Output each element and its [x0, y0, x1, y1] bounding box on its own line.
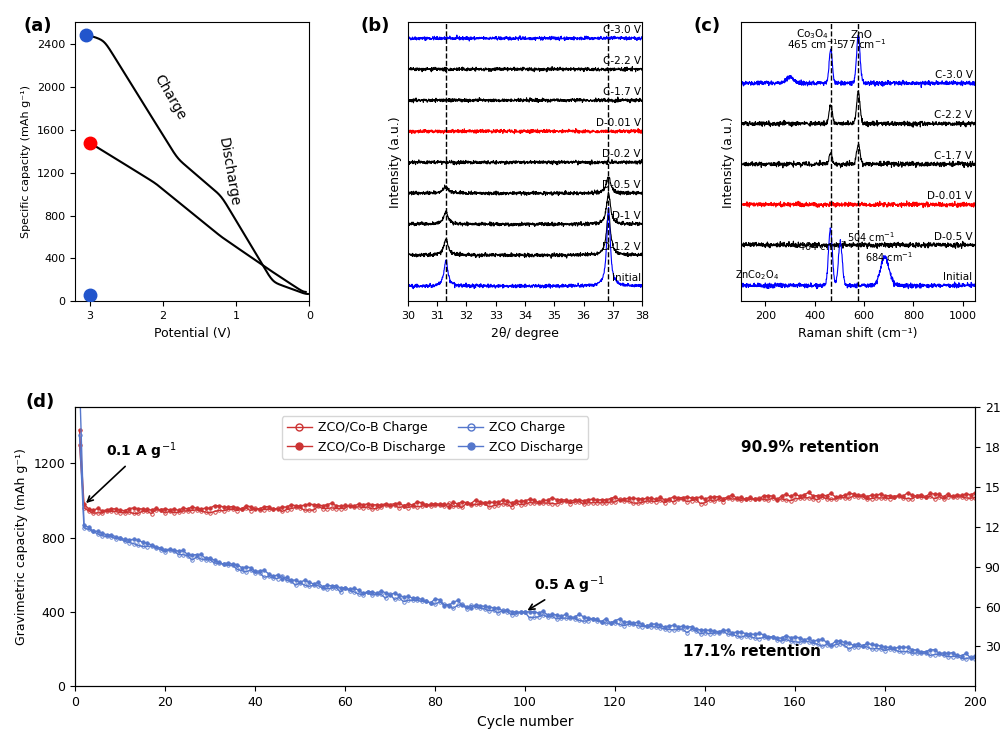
Text: C-1.7 V: C-1.7 V [603, 87, 641, 97]
Text: Charge: Charge [152, 72, 189, 122]
Line: ZCO Discharge: ZCO Discharge [78, 377, 977, 659]
ZCO/Co-B Discharge [929, 489, 941, 498]
Line: ZCO/Co-B Charge: ZCO/Co-B Charge [78, 443, 977, 515]
Text: ZnCo$_2$O$_4$: ZnCo$_2$O$_4$ [735, 268, 779, 282]
ZCO/Co-B Charge [317, 504, 329, 513]
ZCO/Co-B Discharge [897, 492, 909, 501]
Text: 465 cm$^{-1}$: 465 cm$^{-1}$ [787, 37, 838, 51]
Text: (c): (c) [694, 17, 721, 35]
X-axis label: Raman shift (cm⁻¹): Raman shift (cm⁻¹) [798, 327, 918, 339]
Text: D-1 V: D-1 V [612, 211, 641, 221]
ZCO/Co-B Charge [74, 440, 86, 449]
Text: 0.1 A g$^{-1}$: 0.1 A g$^{-1}$ [87, 440, 177, 502]
ZCO Discharge [969, 651, 981, 660]
Text: D-0.5 V: D-0.5 V [602, 180, 641, 189]
ZCO/Co-B Discharge [96, 507, 108, 515]
Text: D-0.01 V: D-0.01 V [596, 118, 641, 128]
ZCO Charge [893, 647, 905, 656]
Line: ZCO/Co-B Discharge: ZCO/Co-B Discharge [78, 428, 977, 513]
Text: D-0.2 V: D-0.2 V [602, 149, 641, 159]
ZCO Discharge [74, 375, 86, 384]
ZCO/Co-B Charge [929, 495, 941, 504]
Text: C-2.2 V: C-2.2 V [603, 56, 641, 66]
ZCO Charge [110, 534, 122, 543]
ZCO Discharge [110, 532, 122, 541]
ZCO Discharge [893, 643, 905, 652]
ZCO/Co-B Discharge [969, 489, 981, 498]
Text: D-0.5 V: D-0.5 V [934, 232, 973, 242]
ZCO Discharge [965, 653, 977, 662]
Y-axis label: Intensity (a.u.): Intensity (a.u.) [389, 116, 402, 207]
Text: (a): (a) [23, 17, 52, 35]
Text: 577 cm$^{-1}$: 577 cm$^{-1}$ [836, 37, 887, 51]
ZCO/Co-B Discharge [114, 506, 126, 515]
Text: Initial: Initial [943, 272, 973, 283]
Text: D-0.01 V: D-0.01 V [927, 192, 973, 201]
ZCO/Co-B Discharge [245, 502, 257, 511]
ZCO/Co-B Discharge [317, 501, 329, 510]
Y-axis label: Specific capacity (mAh g⁻¹): Specific capacity (mAh g⁻¹) [21, 85, 31, 239]
ZCO/Co-B Discharge [74, 425, 86, 434]
ZCO Discharge [924, 645, 936, 654]
ZCO Charge [312, 581, 324, 590]
Text: (b): (b) [361, 17, 390, 35]
ZCO Charge [924, 651, 936, 660]
Text: C-1.7 V: C-1.7 V [934, 151, 973, 161]
Line: ZCO Charge: ZCO Charge [78, 433, 977, 661]
Text: (d): (d) [25, 393, 55, 411]
ZCO Discharge [128, 535, 140, 544]
ZCO/Co-B Charge [969, 493, 981, 502]
ZCO/Co-B Charge [245, 506, 257, 515]
Text: 90.9% retention: 90.9% retention [741, 440, 879, 455]
ZCO Discharge [312, 578, 324, 587]
Text: 0.5 A g$^{-1}$: 0.5 A g$^{-1}$ [529, 574, 604, 609]
ZCO/Co-B Charge [146, 510, 158, 518]
Text: D-1.2 V: D-1.2 V [602, 242, 641, 252]
Y-axis label: Gravimetric capacity (mAh g⁻¹): Gravimetric capacity (mAh g⁻¹) [15, 448, 28, 645]
Text: Discharge: Discharge [216, 137, 242, 208]
ZCO/Co-B Charge [897, 494, 909, 503]
ZCO Charge [128, 539, 140, 548]
X-axis label: Cycle number: Cycle number [477, 715, 573, 729]
Text: C-3.0 V: C-3.0 V [603, 25, 641, 35]
ZCO Charge [960, 654, 972, 663]
ZCO Charge [240, 568, 252, 577]
Text: 684 cm$^{-1}$: 684 cm$^{-1}$ [865, 250, 913, 264]
Text: 464 cm$^{-1}$: 464 cm$^{-1}$ [798, 239, 846, 253]
ZCO Discharge [240, 562, 252, 571]
ZCO/Co-B Charge [128, 509, 140, 518]
Legend: ZCO/Co-B Charge, ZCO/Co-B Discharge, ZCO Charge, ZCO Discharge: ZCO/Co-B Charge, ZCO/Co-B Discharge, ZCO… [282, 416, 588, 459]
Text: C-3.0 V: C-3.0 V [935, 70, 973, 80]
Text: C-2.2 V: C-2.2 V [934, 110, 973, 120]
X-axis label: Potential (V): Potential (V) [154, 327, 231, 339]
Text: 17.1% retention: 17.1% retention [683, 644, 821, 659]
ZCO Charge [969, 654, 981, 663]
Text: Co$_3$O$_4$: Co$_3$O$_4$ [796, 28, 829, 42]
X-axis label: 2θ/ degree: 2θ/ degree [491, 327, 559, 339]
Text: 504 cm$^{-1}$: 504 cm$^{-1}$ [847, 230, 895, 244]
Text: Initial: Initial [612, 273, 641, 283]
Y-axis label: Intensity (a.u.): Intensity (a.u.) [722, 116, 735, 207]
ZCO Charge [74, 430, 86, 439]
Text: ZnO: ZnO [851, 30, 873, 40]
ZCO/Co-B Charge [110, 507, 122, 516]
ZCO/Co-B Discharge [132, 504, 144, 513]
